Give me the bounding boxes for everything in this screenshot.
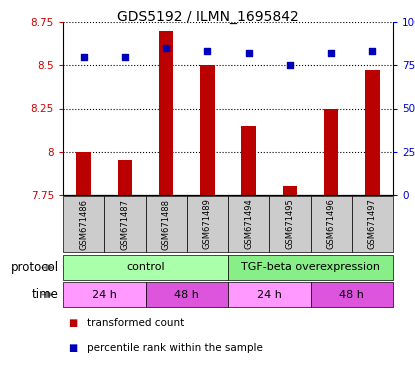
Point	[369, 48, 376, 55]
Bar	[159, 31, 173, 195]
Bar	[324, 109, 338, 195]
Text: transformed count: transformed count	[87, 318, 184, 328]
Point	[81, 53, 87, 60]
Text: 24 h: 24 h	[257, 290, 282, 300]
Text: time: time	[32, 288, 59, 301]
Point	[163, 45, 169, 51]
Bar	[76, 152, 91, 195]
Text: TGF-beta overexpression: TGF-beta overexpression	[241, 263, 380, 273]
Bar	[283, 186, 297, 195]
Bar	[146, 282, 228, 307]
Text: control: control	[126, 263, 165, 273]
Bar	[310, 282, 393, 307]
Bar	[242, 126, 256, 195]
Text: protocol: protocol	[11, 261, 59, 274]
Bar	[228, 282, 310, 307]
Point	[286, 62, 293, 68]
Text: percentile rank within the sample: percentile rank within the sample	[87, 343, 263, 353]
Text: GSM671489: GSM671489	[203, 199, 212, 250]
Text: GSM671494: GSM671494	[244, 199, 253, 249]
Text: 48 h: 48 h	[339, 290, 364, 300]
Text: GSM671488: GSM671488	[161, 199, 171, 250]
Point	[122, 53, 128, 60]
Bar	[228, 255, 393, 280]
Bar	[146, 196, 187, 252]
Text: GSM671497: GSM671497	[368, 199, 377, 250]
Text: GSM671486: GSM671486	[79, 199, 88, 250]
Text: 48 h: 48 h	[174, 290, 199, 300]
Text: GDS5192 / ILMN_1695842: GDS5192 / ILMN_1695842	[117, 10, 298, 23]
Text: ■: ■	[68, 343, 77, 353]
Bar	[63, 282, 146, 307]
Bar	[228, 196, 269, 252]
Point	[204, 48, 211, 55]
Text: 24 h: 24 h	[92, 290, 117, 300]
Bar	[310, 196, 352, 252]
Bar	[118, 161, 132, 195]
Bar	[63, 255, 228, 280]
Bar	[104, 196, 146, 252]
Text: GSM671495: GSM671495	[286, 199, 294, 249]
Text: GSM671496: GSM671496	[327, 199, 336, 250]
Bar	[269, 196, 310, 252]
Bar	[63, 196, 104, 252]
Text: GSM671487: GSM671487	[120, 199, 129, 250]
Point	[245, 50, 252, 56]
Bar	[352, 196, 393, 252]
Point	[328, 50, 334, 56]
Text: ■: ■	[68, 318, 77, 328]
Bar	[187, 196, 228, 252]
Bar	[365, 70, 380, 195]
Bar	[200, 65, 215, 195]
